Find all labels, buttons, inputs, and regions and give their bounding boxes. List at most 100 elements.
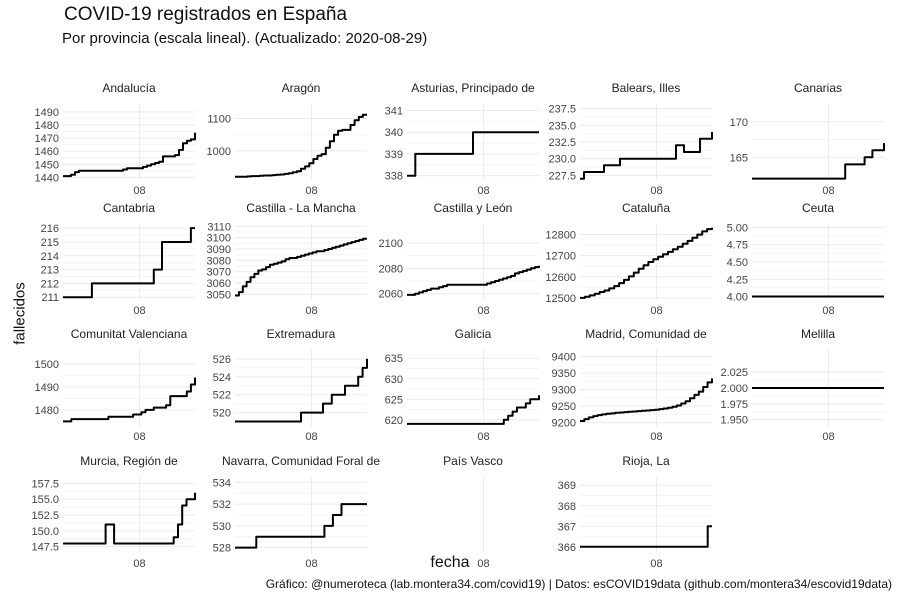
series-line bbox=[235, 237, 367, 297]
x-tick-label: 08 bbox=[822, 305, 834, 317]
y-tick-label: 9400 bbox=[552, 352, 576, 364]
series-line bbox=[580, 132, 713, 180]
x-tick-label: 08 bbox=[822, 431, 834, 443]
y-tick-label: 3050 bbox=[207, 289, 231, 301]
y-tick-label: 338 bbox=[385, 171, 403, 183]
x-tick-label: 08 bbox=[133, 558, 145, 570]
y-tick-label: 524 bbox=[213, 372, 231, 384]
y-tick-label: 2080 bbox=[379, 263, 403, 275]
y-tick-label: 216 bbox=[41, 223, 59, 235]
facet-title: Andalucía bbox=[102, 81, 156, 95]
facet-panel: Madrid, Comunidad de 9200 9250 9300 9350 9400… bbox=[552, 327, 713, 443]
facet-panel: Extremadura 520 522 524 526 08 bbox=[213, 327, 368, 443]
y-tick-label: 520 bbox=[213, 408, 231, 420]
facet-panel: Melilla 1.950 1.975 2.000 2.025 08 bbox=[720, 327, 884, 443]
series-line bbox=[63, 132, 196, 178]
x-tick-label: 08 bbox=[822, 185, 834, 197]
facet-panel: Rioja, La 366 367 368 369 08 bbox=[558, 454, 712, 570]
facet-panel: Balears, Illes 227.5 230.0 232.5 235.0 237.5 0… bbox=[548, 81, 713, 197]
y-tick-label: 368 bbox=[558, 501, 576, 513]
y-tick-label: 620 bbox=[385, 415, 403, 427]
x-tick-label: 08 bbox=[477, 558, 489, 570]
y-tick-label: 1.975 bbox=[720, 399, 748, 411]
y-tick-label: 9250 bbox=[552, 401, 576, 413]
facet-title: País Vasco bbox=[443, 454, 503, 468]
facet-panel: Navarra, Comunidad Foral de 528 530 532 534 0… bbox=[213, 454, 381, 570]
series-line bbox=[63, 377, 196, 423]
y-tick-label: 522 bbox=[213, 390, 231, 402]
facet-panel: Comunitat Valenciana 1480 1490 1500 08 bbox=[35, 327, 196, 443]
facet-panel: Asturias, Principado de 338 339 340 341 08 bbox=[385, 81, 539, 197]
y-tick-label: 367 bbox=[558, 521, 576, 533]
y-tick-label: 2100 bbox=[379, 238, 403, 250]
y-tick-label: 528 bbox=[213, 543, 231, 555]
y-tick-label: 1490 bbox=[35, 107, 59, 119]
y-tick-label: 1470 bbox=[35, 133, 59, 145]
y-tick-label: 1.950 bbox=[720, 415, 748, 427]
y-tick-label: 4.25 bbox=[727, 274, 748, 286]
series-line bbox=[235, 358, 368, 423]
series-line bbox=[580, 525, 712, 548]
y-tick-label: 213 bbox=[41, 265, 59, 277]
facet-title: Rioja, La bbox=[622, 454, 670, 468]
y-tick-label: 635 bbox=[385, 353, 403, 365]
y-tick-label: 9350 bbox=[552, 368, 576, 380]
facet-title: Ceuta bbox=[802, 201, 834, 215]
facet-title: Cantabria bbox=[103, 201, 155, 215]
facet-title: Murcia, Región de bbox=[80, 454, 178, 468]
y-tick-label: 4.00 bbox=[727, 292, 748, 304]
y-tick-label: 3110 bbox=[207, 221, 231, 233]
y-tick-label: 211 bbox=[41, 292, 59, 304]
y-tick-label: 3080 bbox=[207, 255, 231, 267]
y-tick-label: 12700 bbox=[545, 251, 576, 263]
y-tick-label: 339 bbox=[385, 149, 403, 161]
y-tick-label: 532 bbox=[213, 499, 231, 511]
series-line bbox=[407, 131, 539, 177]
y-tick-label: 5.00 bbox=[727, 222, 748, 234]
y-tick-label: 155.0 bbox=[31, 494, 59, 506]
x-tick-label: 08 bbox=[477, 431, 489, 443]
y-tick-label: 3070 bbox=[207, 267, 231, 279]
y-tick-label: 1100 bbox=[207, 114, 231, 126]
y-tick-label: 1480 bbox=[35, 120, 59, 132]
x-tick-label: 08 bbox=[133, 185, 145, 197]
series-line bbox=[235, 113, 367, 178]
y-tick-label: 1440 bbox=[35, 172, 59, 184]
y-tick-label: 12800 bbox=[545, 230, 576, 242]
series-line bbox=[407, 265, 540, 296]
series-line bbox=[235, 503, 367, 549]
facet-title: Aragón bbox=[282, 81, 321, 95]
y-tick-label: 232.5 bbox=[548, 137, 576, 149]
y-tick-label: 341 bbox=[385, 106, 403, 118]
facet-panel: Aragón 1000 1100 08 bbox=[207, 81, 367, 197]
x-tick-label: 08 bbox=[133, 431, 145, 443]
facet-panel: Castilla - La Mancha 30503060307030803090… bbox=[207, 201, 367, 317]
facet-title: Asturias, Principado de bbox=[411, 81, 535, 95]
y-tick-label: 530 bbox=[213, 521, 231, 533]
chart-subtitle: Por provincia (escala lineal). (Actualiz… bbox=[62, 30, 428, 47]
y-tick-label: 2060 bbox=[379, 289, 403, 301]
x-tick-label: 08 bbox=[477, 305, 489, 317]
x-tick-label: 08 bbox=[650, 185, 662, 197]
y-tick-label: 152.5 bbox=[31, 510, 59, 522]
y-tick-label: 215 bbox=[41, 237, 59, 249]
y-tick-label: 340 bbox=[385, 127, 403, 139]
facet-panel: Canarias 165 170 08 bbox=[730, 81, 885, 197]
series-line bbox=[63, 227, 195, 299]
y-tick-label: 3060 bbox=[207, 278, 231, 290]
y-tick-label: 526 bbox=[213, 354, 231, 366]
facet-panel: País Vasco 08 bbox=[443, 454, 503, 570]
y-tick-label: 12600 bbox=[545, 272, 576, 284]
chart-title: COVID-19 registrados en España bbox=[64, 4, 348, 25]
chart-caption: Gráfico: @numeroteca (lab.montera34.com/… bbox=[265, 577, 892, 591]
x-tick-label: 08 bbox=[650, 431, 662, 443]
y-tick-label: 366 bbox=[558, 542, 576, 554]
y-tick-label: 1500 bbox=[35, 359, 59, 371]
x-tick-label: 08 bbox=[650, 305, 662, 317]
facet-title: Castilla y León bbox=[434, 201, 513, 215]
y-tick-label: 4.75 bbox=[727, 240, 748, 252]
y-tick-label: 630 bbox=[385, 374, 403, 386]
